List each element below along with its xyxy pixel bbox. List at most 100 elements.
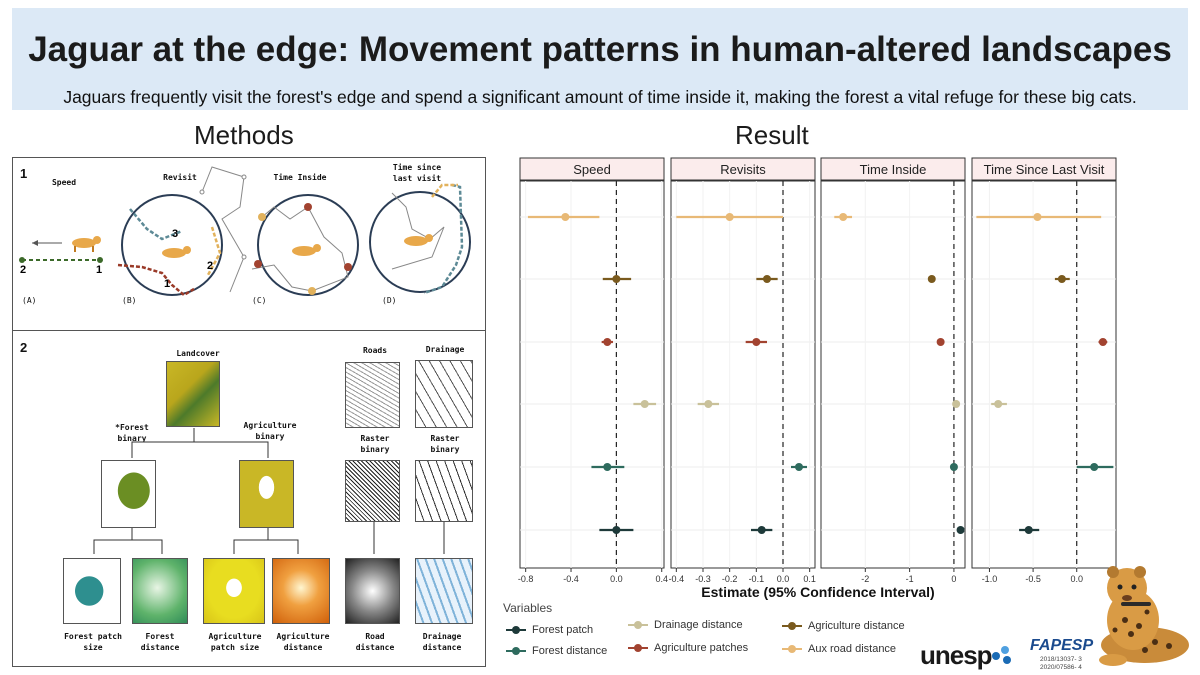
revisit-path-3: 3 <box>172 228 178 240</box>
legend-item-aux-road-distance: Aux road distance <box>782 643 896 655</box>
estimate-agriculture-distance <box>612 275 621 283</box>
facet-revisits: Revisits -0.4 -0.3 -0.2 -0.1 0.0 0.1 <box>669 157 816 584</box>
fapesp-logo: FAPESP <box>1030 637 1094 654</box>
unesp-logo: unesp <box>920 640 993 670</box>
panel-2-number: 2 <box>20 340 28 355</box>
agriculture-binary-map <box>239 460 294 528</box>
drainage-raster-map <box>415 460 473 522</box>
tag-b: (B) <box>122 296 137 305</box>
tick-label: -0.1 <box>749 574 765 584</box>
estimate-agriculture-patches <box>752 338 761 346</box>
legend-item-agriculture-distance: Agriculture distance <box>782 620 905 632</box>
jaguar-icon <box>162 246 191 258</box>
landcover-map <box>166 361 220 427</box>
estimate-forest-patch <box>1024 526 1033 534</box>
jaguar-icon <box>404 234 433 246</box>
tick-label: -0.8 <box>518 574 534 584</box>
movement-metrics-diagram: 2 1 3 2 1 <box>19 166 471 297</box>
forest-patch-size-label: Forest patch size <box>64 632 122 652</box>
drainage-raster-label: Raster binary <box>430 434 460 454</box>
estimate-forest-distance <box>795 463 803 471</box>
forest-patch-size-map <box>63 558 121 624</box>
agriculture-binary-label: Agriculture binary <box>243 421 297 441</box>
facet-title: Time Since Last Visit <box>984 162 1105 177</box>
revisit-label: Revisit <box>163 173 197 182</box>
tick-label: -0.3 <box>695 574 711 584</box>
methods-divider <box>12 330 486 331</box>
header-banner: Jaguar at the edge: Movement patterns in… <box>12 8 1188 110</box>
speed-label: Speed <box>51 178 77 187</box>
estimate-forest-distance <box>949 463 958 471</box>
facet-panel <box>670 180 816 569</box>
roads-raster-label: Raster binary <box>360 434 390 454</box>
legend-swatch <box>628 619 648 631</box>
estimate-drainage-distance <box>952 400 961 408</box>
tick-label: -0.2 <box>722 574 738 584</box>
facet-title: Revisits <box>720 162 766 177</box>
methods-heading: Methods <box>194 120 294 150</box>
result-heading: Result <box>735 120 809 150</box>
facet-speed: Speed -0.8 -0.4 0.0 0.4 <box>518 157 668 584</box>
tick-label: 0.0 <box>610 574 623 584</box>
agriculture-distance-map <box>272 558 330 624</box>
grant-number-1: 2018/13037- 3 <box>1040 656 1082 663</box>
time-inside-diagram <box>251 194 359 296</box>
roads-map <box>345 362 400 428</box>
tick-label: -2 <box>861 574 869 584</box>
estimate-agriculture-distance <box>1057 275 1066 283</box>
roads-label: Roads <box>362 346 388 355</box>
landcover-label: Landcover <box>176 349 220 358</box>
unesp-molecule-icon <box>992 646 1011 664</box>
legend-item-forest-patch: Forest patch <box>506 624 593 636</box>
agriculture-distance-label: Agriculture distance <box>276 632 330 652</box>
time-since-label: Time since last visit <box>392 163 442 183</box>
landscape-layers-diagram <box>93 428 445 554</box>
legend-swatch <box>628 642 648 654</box>
revisit-path-1: 1 <box>164 278 170 290</box>
tick-label: -0.4 <box>563 574 579 584</box>
legend-swatch <box>506 645 526 657</box>
estimate-aux-road-distance <box>725 213 734 221</box>
facet-strip <box>519 157 665 181</box>
legend-swatch <box>782 643 802 655</box>
roads-raster-map <box>345 460 400 522</box>
estimate-drainage-distance <box>994 400 1003 408</box>
jaguar-illustration <box>1099 566 1189 666</box>
tick-label: 0.0 <box>777 574 790 584</box>
tick-label: 0.1 <box>803 574 816 584</box>
facet-time-since-last-visit: Time Since Last Visit -1.0 -0.5 0.0 <box>971 157 1117 584</box>
tag-d: (D) <box>382 296 397 305</box>
agriculture-patch-size-label: Agriculture patch size <box>208 632 262 652</box>
agriculture-patch-size-map <box>203 558 265 624</box>
tick-label: -1 <box>906 574 914 584</box>
forest-distance-map <box>132 558 188 624</box>
estimate-aux-road-distance <box>839 213 848 221</box>
poster-subtitle: Jaguars frequently visit the forest's ed… <box>63 87 1137 107</box>
estimate-drainage-distance <box>640 400 649 408</box>
road-distance-map <box>345 558 400 624</box>
time-since-diagram <box>369 183 471 295</box>
tick-label: 0.4 <box>655 574 668 584</box>
legend-item-drainage-distance: Drainage distance <box>628 619 743 631</box>
estimate-agriculture-patches <box>936 338 945 346</box>
tag-a: (A) <box>22 296 37 305</box>
estimate-drainage-distance <box>704 400 713 408</box>
drainage-distance-map <box>415 558 473 624</box>
estimate-agriculture-distance <box>763 275 771 283</box>
speed-point-1: 1 <box>96 264 102 276</box>
forest-distance-label: Forest distance <box>140 632 180 652</box>
estimate-forest-distance <box>603 463 612 471</box>
legend-item-forest-distance: Forest distance <box>506 645 607 657</box>
speed-diagram <box>19 236 103 263</box>
estimate-forest-plot: Speed -0.8 -0.4 0.0 0.4 Revisits -0.4 -0.3 -0.2 -… <box>518 157 1117 600</box>
facet-panel <box>820 180 966 569</box>
tick-label: -0.4 <box>669 574 685 584</box>
tick-label: -0.5 <box>1025 574 1041 584</box>
revisit-diagram <box>117 166 247 297</box>
speed-point-2: 2 <box>20 264 26 276</box>
tick-label: -1.0 <box>982 574 998 584</box>
legend-swatch <box>782 620 802 632</box>
revisit-path-2: 2 <box>207 260 213 272</box>
estimate-forest-patch <box>956 526 965 534</box>
estimate-aux-road-distance <box>1033 213 1042 221</box>
